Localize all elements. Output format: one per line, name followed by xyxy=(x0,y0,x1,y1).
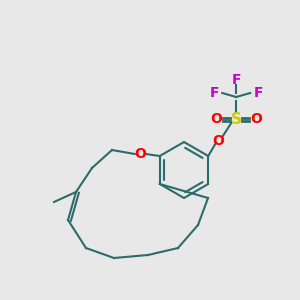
Text: O: O xyxy=(250,112,262,126)
Text: O: O xyxy=(134,147,146,161)
Text: O: O xyxy=(212,134,224,148)
Text: S: S xyxy=(231,112,242,127)
Text: F: F xyxy=(209,86,219,100)
Text: F: F xyxy=(254,86,263,100)
Text: F: F xyxy=(232,73,241,87)
Text: O: O xyxy=(210,112,222,126)
